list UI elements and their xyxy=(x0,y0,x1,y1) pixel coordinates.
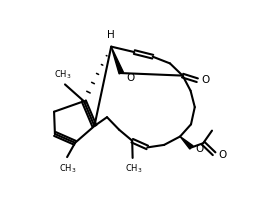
Text: CH$_3$: CH$_3$ xyxy=(59,162,77,175)
Text: O: O xyxy=(126,73,134,83)
Polygon shape xyxy=(180,136,193,149)
Polygon shape xyxy=(111,47,123,74)
Text: O: O xyxy=(201,75,209,85)
Text: O: O xyxy=(218,150,226,160)
Text: CH$_3$: CH$_3$ xyxy=(125,163,142,175)
Text: H: H xyxy=(107,30,115,40)
Text: O: O xyxy=(195,144,204,154)
Text: CH$_3$: CH$_3$ xyxy=(54,68,72,81)
